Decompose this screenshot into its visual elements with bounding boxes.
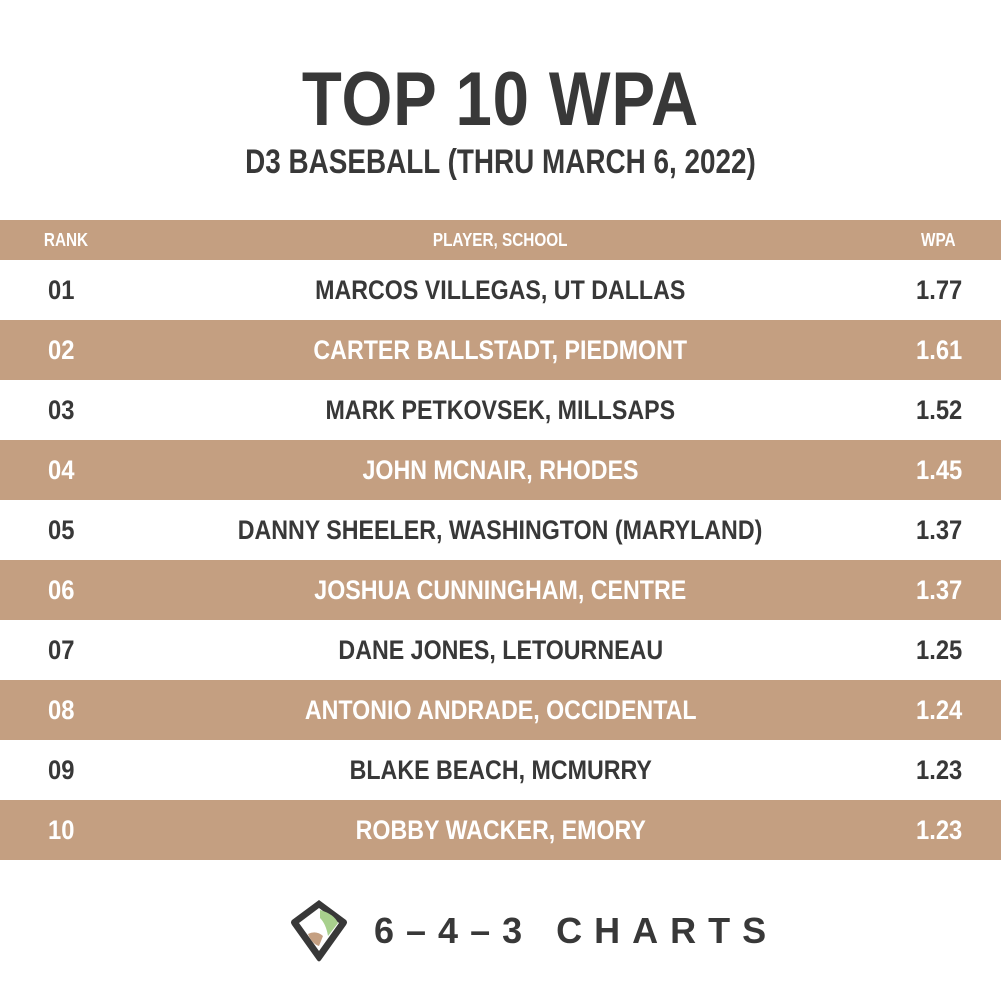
- rank-cell: 09: [48, 740, 78, 800]
- wpa-cell: 1.37: [916, 560, 969, 620]
- rank-cell: 02: [48, 320, 78, 380]
- wpa-cell: 1.23: [916, 740, 969, 800]
- wpa-cell-text: 1.23: [916, 754, 963, 785]
- rank-cell-text: 05: [48, 514, 75, 545]
- rank-cell: 06: [48, 560, 78, 620]
- rank-cell: 03: [48, 380, 78, 440]
- wpa-cell-text: 1.77: [916, 274, 963, 305]
- header-rank: RANK: [43, 229, 89, 250]
- wpa-table: RANK PLAYER, SCHOOL WPA 01 MARCOS VILLEGA…: [0, 220, 1001, 860]
- logo-green-field: [320, 910, 338, 936]
- wpa-cell: 1.45: [916, 440, 969, 500]
- wpa-cell-text: 1.45: [916, 454, 963, 485]
- player-school-cell: CARTER BALLSTADT, PIEDMONT: [0, 320, 1001, 380]
- chart-subtitle: D3 BASEBALL (THRU MARCH 6, 2022): [245, 143, 756, 181]
- player-school-cell-text: DANNY SHEELER, WASHINGTON (MARYLAND): [238, 514, 763, 545]
- table-body: 01 MARCOS VILLEGAS, UT DALLAS 1.77 02 CARTER…: [0, 260, 1001, 860]
- rank-cell: 05: [48, 500, 78, 560]
- rank-cell: 04: [48, 440, 78, 500]
- header-player-school: PLAYER, SCHOOL: [433, 229, 568, 250]
- table-row: 07 DANE JONES, LETOURNEAU 1.25: [0, 620, 1001, 680]
- player-school-cell: DANNY SHEELER, WASHINGTON (MARYLAND): [0, 500, 1001, 560]
- footer-brand: 6–4–3 CHARTS: [286, 896, 778, 966]
- table-row: 03 MARK PETKOVSEK, MILLSAPS 1.52: [0, 380, 1001, 440]
- wpa-cell-text: 1.24: [916, 694, 963, 725]
- table-row: 04 JOHN MCNAIR, RHODES 1.45: [0, 440, 1001, 500]
- wpa-cell-text: 1.37: [916, 514, 963, 545]
- player-school-cell-text: ROBBY WACKER, EMORY: [355, 814, 646, 845]
- wpa-cell: 1.25: [916, 620, 969, 680]
- rank-cell-text: 08: [48, 694, 75, 725]
- table-row: 05 DANNY SHEELER, WASHINGTON (MARYLAND) 1.…: [0, 500, 1001, 560]
- chart-title: TOP 10 WPA: [301, 57, 700, 142]
- player-school-cell: ANTONIO ANDRADE, OCCIDENTAL: [0, 680, 1001, 740]
- wpa-cell: 1.23: [916, 800, 969, 860]
- table-row: 01 MARCOS VILLEGAS, UT DALLAS 1.77: [0, 260, 1001, 320]
- rank-cell: 01: [48, 260, 78, 320]
- player-school-cell: BLAKE BEACH, MCMURRY: [0, 740, 1001, 800]
- table-row: 09 BLAKE BEACH, MCMURRY 1.23: [0, 740, 1001, 800]
- player-school-cell-text: JOSHUA CUNNINGHAM, CENTRE: [314, 574, 687, 605]
- player-school-cell: DANE JONES, LETOURNEAU: [0, 620, 1001, 680]
- table-row: 06 JOSHUA CUNNINGHAM, CENTRE 1.37: [0, 560, 1001, 620]
- logo-tan-infield: [308, 932, 323, 946]
- wpa-cell: 1.37: [916, 500, 969, 560]
- rank-cell-text: 10: [48, 814, 75, 845]
- wpa-cell-text: 1.23: [916, 814, 963, 845]
- player-school-cell-text: MARCOS VILLEGAS, UT DALLAS: [315, 274, 686, 305]
- table-row: 10 ROBBY WACKER, EMORY 1.23: [0, 800, 1001, 860]
- table-row: 02 CARTER BALLSTADT, PIEDMONT 1.61: [0, 320, 1001, 380]
- table-header-row: RANK PLAYER, SCHOOL WPA: [0, 220, 1001, 260]
- wpa-cell: 1.24: [916, 680, 969, 740]
- rank-cell: 10: [48, 800, 78, 860]
- rank-cell-text: 02: [48, 334, 75, 365]
- brand-name: 6–4–3 CHARTS: [374, 910, 779, 951]
- player-school-cell-text: ANTONIO ANDRADE, OCCIDENTAL: [304, 694, 697, 725]
- wpa-cell-text: 1.61: [916, 334, 963, 365]
- rank-cell-text: 07: [48, 634, 75, 665]
- rank-cell-text: 06: [48, 574, 75, 605]
- baseball-diamond-icon: [291, 900, 347, 962]
- rank-cell: 08: [48, 680, 78, 740]
- player-school-cell-text: BLAKE BEACH, MCMURRY: [349, 754, 652, 785]
- header-wpa: WPA: [921, 229, 956, 250]
- rank-cell-text: 04: [48, 454, 75, 485]
- wpa-cell-text: 1.52: [916, 394, 963, 425]
- player-school-cell: MARCOS VILLEGAS, UT DALLAS: [0, 260, 1001, 320]
- table-row: 08 ANTONIO ANDRADE, OCCIDENTAL 1.24: [0, 680, 1001, 740]
- player-school-cell-text: MARK PETKOVSEK, MILLSAPS: [325, 394, 676, 425]
- wpa-cell-text: 1.37: [916, 574, 963, 605]
- player-school-cell-text: CARTER BALLSTADT, PIEDMONT: [313, 334, 688, 365]
- wpa-cell: 1.52: [916, 380, 969, 440]
- wpa-cell: 1.77: [916, 260, 969, 320]
- player-school-cell-text: JOHN MCNAIR, RHODES: [362, 454, 639, 485]
- player-school-cell: JOHN MCNAIR, RHODES: [0, 440, 1001, 500]
- rank-cell: 07: [48, 620, 78, 680]
- player-school-cell-text: DANE JONES, LETOURNEAU: [338, 634, 663, 665]
- wpa-cell: 1.61: [916, 320, 969, 380]
- player-school-cell: MARK PETKOVSEK, MILLSAPS: [0, 380, 1001, 440]
- rank-cell-text: 09: [48, 754, 75, 785]
- rank-cell-text: 03: [48, 394, 75, 425]
- player-school-cell: ROBBY WACKER, EMORY: [0, 800, 1001, 860]
- player-school-cell: JOSHUA CUNNINGHAM, CENTRE: [0, 560, 1001, 620]
- rank-cell-text: 01: [48, 274, 75, 305]
- wpa-cell-text: 1.25: [916, 634, 963, 665]
